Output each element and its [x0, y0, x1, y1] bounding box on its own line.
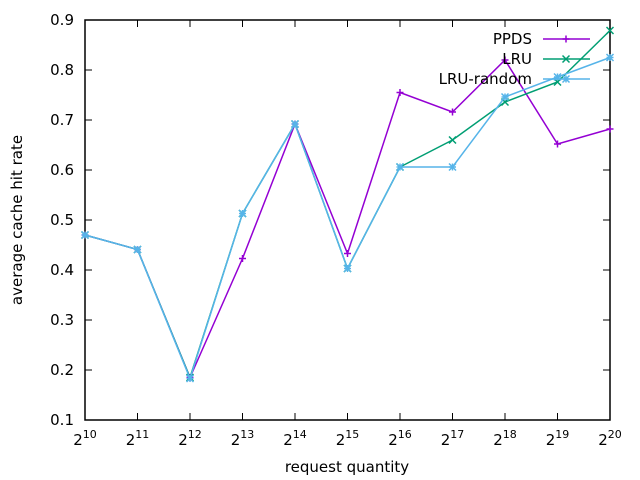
legend-marker: [563, 36, 570, 43]
x-tick-label: 212: [178, 428, 202, 449]
data-point: [239, 210, 246, 217]
y-tick-label: 0.8: [50, 61, 74, 79]
x-tick-label: 220: [598, 428, 622, 449]
x-tick-label: 214: [283, 428, 307, 449]
y-tick-label: 0.4: [50, 261, 74, 279]
legend-label: PPDS: [493, 30, 532, 48]
data-point: [449, 164, 456, 171]
data-point: [344, 265, 351, 272]
x-tick-label: 217: [441, 428, 465, 449]
legend-label: LRU: [502, 50, 532, 68]
y-tick-label: 0.7: [50, 111, 74, 129]
y-tick-label: 0.5: [50, 211, 74, 229]
y-tick-label: 0.2: [50, 361, 74, 379]
data-point: [82, 232, 89, 239]
data-point: [607, 54, 614, 61]
y-tick-label: 0.9: [50, 11, 74, 29]
x-tick-label: 216: [388, 428, 412, 449]
data-point: [397, 164, 404, 171]
data-point: [187, 375, 194, 382]
data-point: [397, 89, 404, 96]
y-tick-label: 0.3: [50, 311, 74, 329]
x-tick-label: 219: [546, 428, 570, 449]
x-tick-label: 215: [336, 428, 360, 449]
x-tick-label: 211: [126, 428, 150, 449]
y-tick-label: 0.1: [50, 411, 74, 429]
legend-label: LRU-random: [439, 70, 532, 88]
x-tick-label: 213: [231, 428, 255, 449]
y-tick-label: 0.6: [50, 161, 74, 179]
x-axis-title: request quantity: [285, 458, 409, 476]
series-line-lru-random: [85, 58, 610, 379]
data-point: [554, 141, 561, 148]
x-tick-label: 210: [73, 428, 97, 449]
data-point: [344, 250, 351, 257]
series-line-ppds: [85, 60, 610, 378]
data-point: [239, 255, 246, 262]
data-point: [502, 94, 509, 101]
data-point: [292, 121, 299, 128]
data-point: [607, 126, 614, 133]
legend-marker: [563, 76, 570, 83]
x-tick-label: 218: [493, 428, 517, 449]
y-axis-title: average cache hit rate: [8, 135, 26, 305]
data-point: [134, 246, 141, 253]
data-point: [449, 137, 456, 144]
